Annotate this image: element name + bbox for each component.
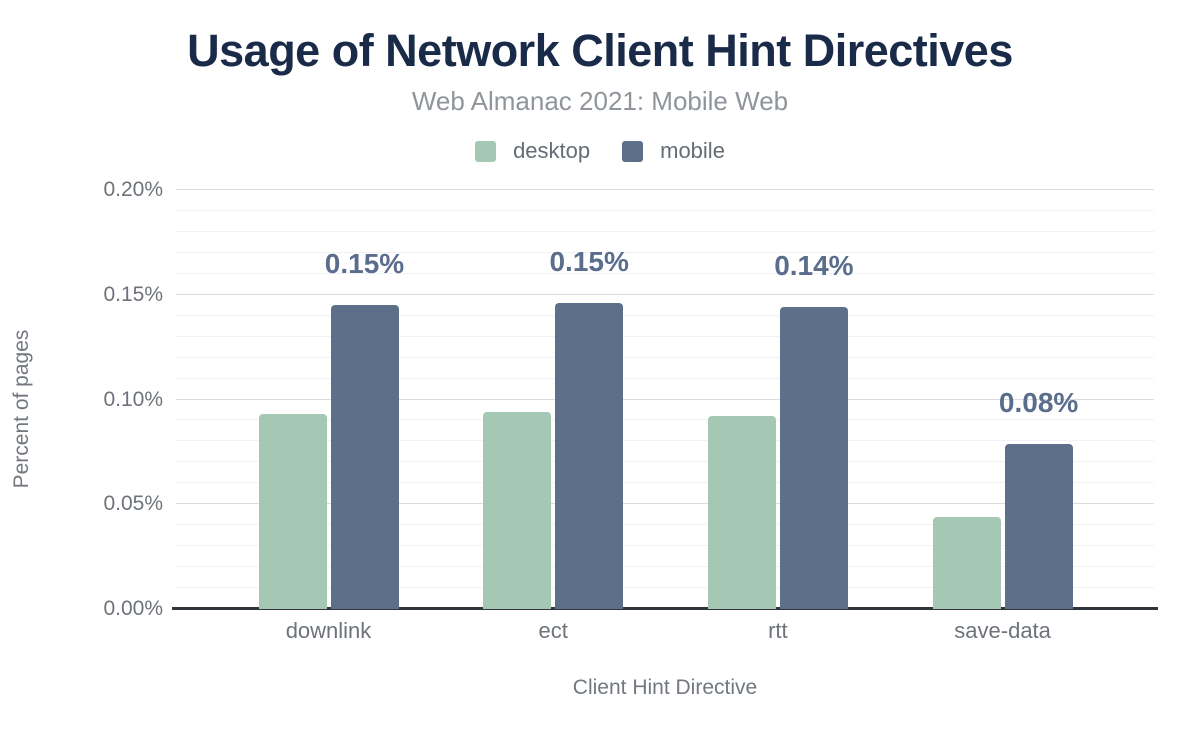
- y-tick-label: 0.15%: [103, 282, 163, 306]
- bar-value-label-save-data: 0.08%: [998, 386, 1079, 418]
- bar-value-label-downlink: 0.15%: [324, 248, 405, 280]
- gridline-minor: [176, 272, 1154, 274]
- gridline-minor: [176, 482, 1154, 484]
- gridline-minor: [176, 377, 1154, 379]
- bar-mobile-rtt: [779, 307, 848, 609]
- gridline-major: [176, 503, 1154, 505]
- bar-desktop-rtt: [707, 416, 776, 609]
- legend-label: desktop: [513, 138, 591, 163]
- chart-legend: desktop mobile: [0, 138, 1200, 164]
- y-axis-title: Percent of pages: [10, 329, 33, 489]
- x-tick-label-rtt: rtt: [768, 618, 788, 643]
- legend-swatch-desktop: [475, 140, 497, 162]
- gridline-minor: [176, 230, 1154, 232]
- bar-value-label-ect: 0.15%: [549, 246, 629, 278]
- plot-area: 0.15% 0.15% 0.14% 0.08%: [172, 189, 1158, 610]
- gridline-minor: [176, 587, 1154, 589]
- gridline-minor: [176, 335, 1154, 337]
- y-tick-label: 0.00%: [103, 597, 163, 620]
- bar-mobile-downlink: [330, 305, 399, 609]
- gridline-major: [176, 189, 1154, 190]
- gridline-minor: [176, 419, 1154, 421]
- x-tick-label-save-data: save-data: [954, 618, 1051, 643]
- bar-mobile-ect: [555, 303, 624, 609]
- gridline-minor: [176, 461, 1154, 463]
- bar-desktop-ect: [483, 412, 552, 609]
- x-axis-title: Client Hint Directive: [572, 676, 758, 699]
- chart-subtitle: Web Almanac 2021: Mobile Web: [411, 86, 789, 116]
- y-tick-label: 0.05%: [103, 492, 163, 516]
- legend-swatch-mobile: [622, 140, 644, 162]
- gridline-minor: [176, 314, 1154, 316]
- gridline-minor: [176, 566, 1154, 568]
- legend-item-mobile: mobile: [622, 139, 725, 163]
- y-tick-label: 0.20%: [103, 178, 163, 201]
- bar-mobile-save-data: [1004, 443, 1073, 609]
- legend-label: mobile: [660, 138, 725, 163]
- bar-value-label-rtt: 0.14%: [774, 250, 854, 282]
- gridline-minor: [176, 524, 1154, 526]
- gridline-minor: [176, 545, 1154, 547]
- gridline-minor: [176, 356, 1154, 358]
- gridline-minor: [176, 440, 1154, 442]
- gridline-minor: [176, 209, 1154, 211]
- bar-desktop-downlink: [258, 414, 327, 609]
- y-tick-label: 0.10%: [103, 387, 163, 411]
- bar-desktop-save-data: [932, 516, 1001, 609]
- gridline-major: [176, 293, 1154, 295]
- x-tick-label-ect: ect: [538, 618, 568, 643]
- gridline-minor: [176, 251, 1154, 253]
- x-axis-line: [172, 607, 1158, 610]
- gridline-major: [176, 398, 1154, 400]
- chart-title: Usage of Network Client Hint Directives: [187, 25, 1013, 76]
- legend-item-desktop: desktop: [475, 139, 590, 163]
- x-tick-label-downlink: downlink: [285, 618, 372, 643]
